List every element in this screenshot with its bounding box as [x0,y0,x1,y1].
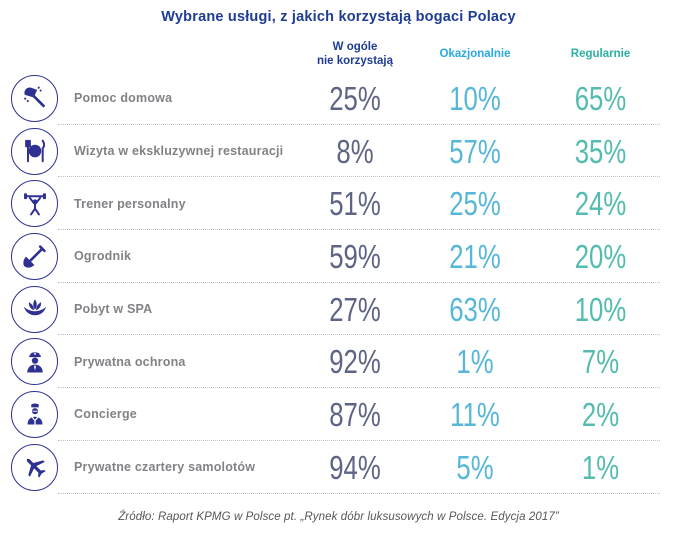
table-row: Pobyt w SPA 27% 63% 10% [0,283,677,336]
value-never: 92% [329,343,381,381]
row-label-cell: Prywatna ochrona [11,338,300,386]
row-label: Ogrodnik [74,249,132,264]
row-label: Prywatne czartery samolotów [74,460,256,475]
value-never: 51% [329,185,381,223]
weightlifter-icon [11,180,58,228]
guard-icon [11,338,58,386]
value-regularly: 35% [574,132,627,170]
value-regularly: 2% [581,395,620,433]
value-regularly: 65% [574,79,627,117]
lotus-icon [11,285,58,333]
value-never: 87% [329,395,381,433]
value-regularly: 24% [574,185,627,223]
value-occasionally: 1% [456,343,494,381]
value-regularly: 7% [581,343,620,381]
value-never: 27% [329,290,381,328]
table-row: Trener personalny 51% 25% 24% [0,177,677,230]
value-regularly: 1% [581,448,620,486]
source-caption: Źródło: Raport KPMG w Polsce pt. „Rynek … [118,510,559,523]
row-label-cell: Trener personalny [11,180,300,228]
column-header-regularly: Regularnie [570,47,631,60]
row-label: Concierge [74,407,137,422]
value-occasionally: 57% [449,132,501,170]
value-regularly: 20% [574,237,627,275]
column-header-never: W ogóle nie korzystają [316,40,394,67]
column-header-occasionally: Okazjonalnie [439,47,511,60]
row-label: Trener personalny [74,196,186,211]
value-occasionally: 5% [456,448,494,486]
value-never: 94% [329,448,381,486]
value-never: 59% [329,237,381,275]
row-label: Prywatna ochrona [74,354,186,369]
table-row: Prywatna ochrona 92% 1% 7% [0,335,677,388]
concierge-icon [11,390,58,438]
column-headers: W ogóle nie korzystają Okazjonalnie Regu… [0,38,677,70]
row-label-cell: Pomoc domowa [11,74,300,122]
shovel-icon [11,232,58,280]
value-never: 8% [336,132,374,170]
table-body: Pomoc domowa 25% 10% 65% Wizyta w eksklu… [0,72,677,494]
value-occasionally: 63% [449,290,501,328]
value-regularly: 10% [574,290,627,328]
value-occasionally: 25% [449,185,501,223]
airplane-icon [11,443,58,491]
row-label-cell: Prywatne czartery samolotów [11,443,300,491]
value-occasionally: 10% [449,79,501,117]
feather-duster-icon [11,74,58,122]
row-label-cell: Concierge [11,390,300,438]
page-title: Wybrane usługi, z jakich korzystają boga… [161,9,516,25]
table-row: Pomoc domowa 25% 10% 65% [0,72,677,125]
row-label-cell: Ogrodnik [11,232,300,280]
row-label: Pobyt w SPA [74,302,153,317]
row-label: Pomoc domowa [74,91,173,106]
value-never: 25% [329,79,381,117]
value-occasionally: 21% [449,237,501,275]
table-row: Concierge 87% 11% 2% [0,388,677,441]
restaurant-icon [11,127,58,175]
row-label-cell: Wizyta w ekskluzywnej restauracji [11,127,300,175]
row-label: Wizyta w ekskluzywnej restauracji [74,144,284,159]
row-label-cell: Pobyt w SPA [11,285,300,333]
table-row: Prywatne czartery samolotów 94% 5% 1% [0,441,677,494]
table-row: Ogrodnik 59% 21% 20% [0,230,677,283]
table-row: Wizyta w ekskluzywnej restauracji 8% 57%… [0,125,677,178]
value-occasionally: 11% [450,395,500,433]
